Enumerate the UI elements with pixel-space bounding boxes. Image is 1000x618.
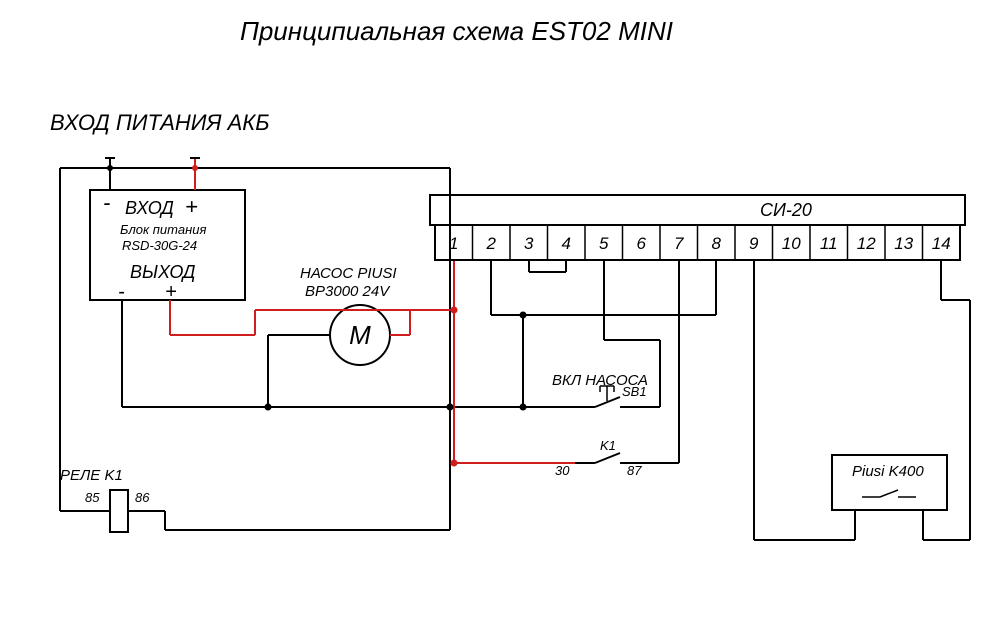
power-input-label: ВХОД ПИТАНИЯ АКБ <box>50 110 270 135</box>
piusi-k400: Piusi K400 <box>832 455 947 510</box>
psu-out-minus: - <box>118 281 125 303</box>
motor-pump: M НАСОС PIUSI BP3000 24V <box>300 265 397 365</box>
relay-coil-pin85: 85 <box>85 490 100 505</box>
relay-contact-pin30: 30 <box>555 463 570 478</box>
terminal-12: 12 <box>857 234 876 253</box>
motor-label1: НАСОС PIUSI <box>300 265 397 282</box>
psu-in-minus: - <box>103 190 110 215</box>
piusi-k400-label: Piusi K400 <box>852 463 924 480</box>
relay-coil-label: РЕЛЕ K1 <box>60 467 123 484</box>
psu-out-plus: + <box>165 281 177 303</box>
psu-in-label: ВХОД <box>125 198 174 218</box>
terminal-5: 5 <box>599 234 609 253</box>
psu-out-label: ВЫХОД <box>130 262 196 282</box>
terminal-2: 2 <box>486 234 497 253</box>
terminal-7: 7 <box>674 234 684 253</box>
psu-block: - ВХОД + Блок питания RSD-30G-24 ВЫХОД -… <box>90 190 245 303</box>
terminal-block-si20: СИ-20 <box>430 195 965 225</box>
motor-symbol: M <box>349 320 371 350</box>
terminal-1: 1 <box>449 234 458 253</box>
terminal-3: 3 <box>524 234 534 253</box>
relay-contact-designator: K1 <box>600 438 616 453</box>
terminal-14: 14 <box>932 234 951 253</box>
pump-switch-designator: SB1 <box>622 384 647 399</box>
terminal-9: 9 <box>749 234 759 253</box>
motor-label2: BP3000 24V <box>305 283 391 300</box>
terminal-10: 10 <box>782 234 801 253</box>
psu-in-plus: + <box>185 194 198 219</box>
psu-name-line1: Блок питания <box>120 222 206 237</box>
terminal-6: 6 <box>637 234 647 253</box>
relay-coil-pin86: 86 <box>135 490 150 505</box>
terminal-13: 13 <box>894 234 913 253</box>
terminal-4: 4 <box>562 234 571 253</box>
terminal-8: 8 <box>712 234 722 253</box>
relay-coil-k1: РЕЛЕ K1 85 86 <box>60 467 150 532</box>
terminal-strip: 1234567891011121314 <box>430 195 960 260</box>
relay-contact-k1: K1 30 87 <box>555 438 645 478</box>
terminal-block-title: СИ-20 <box>760 200 812 220</box>
relay-contact-pin87: 87 <box>627 463 642 478</box>
diagram-title: Принципиальная схема EST02 MINI <box>240 16 673 46</box>
psu-name-line2: RSD-30G-24 <box>122 238 197 253</box>
pump-switch: ВКЛ НАСОСА SB1 <box>552 372 648 407</box>
terminal-11: 11 <box>820 234 838 253</box>
